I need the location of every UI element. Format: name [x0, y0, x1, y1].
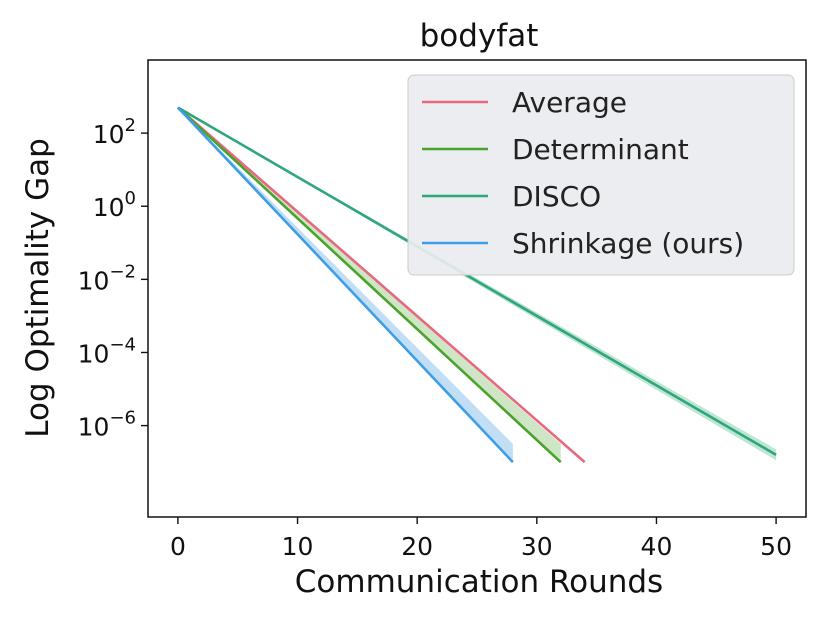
y-tick-label: 102 — [93, 115, 136, 149]
x-tick-label: 40 — [641, 532, 673, 561]
x-tick-label: 0 — [170, 532, 186, 561]
y-axis-label: Log Optimality Gap — [20, 138, 56, 438]
legend-label: Average — [512, 86, 627, 119]
x-axis-label: Communication Rounds — [295, 564, 663, 600]
legend-label: Shrinkage (ours) — [512, 227, 744, 260]
legend-label: Determinant — [512, 133, 689, 166]
legend-box — [407, 74, 795, 276]
y-tick-label: 100 — [93, 188, 136, 222]
y-tick-label: 10−4 — [78, 334, 136, 368]
series-line-1 — [177, 106, 562, 464]
legend-label: DISCO — [512, 180, 601, 213]
plot-frame — [147, 59, 807, 518]
y-tick-label: 10−6 — [78, 408, 136, 442]
x-axis: 0 10 20 30 40 50 — [170, 517, 792, 561]
x-tick-label: 10 — [282, 532, 314, 561]
series-line-2 — [177, 106, 777, 456]
chart-title: bodyfat — [420, 18, 539, 54]
y-axis: 102 100 10−2 10−4 10−6 — [78, 115, 148, 442]
plot-area — [176, 106, 777, 464]
x-tick-label: 50 — [760, 532, 792, 561]
legend: Average Determinant DISCO Shrinkage (ours) — [407, 74, 795, 276]
y-tick-label: 10−2 — [78, 261, 136, 295]
x-tick-label: 30 — [521, 532, 553, 561]
series-band-2 — [177, 107, 777, 461]
series-line-3 — [176, 106, 514, 464]
x-tick-label: 20 — [401, 532, 433, 561]
series-line-0 — [177, 106, 586, 464]
